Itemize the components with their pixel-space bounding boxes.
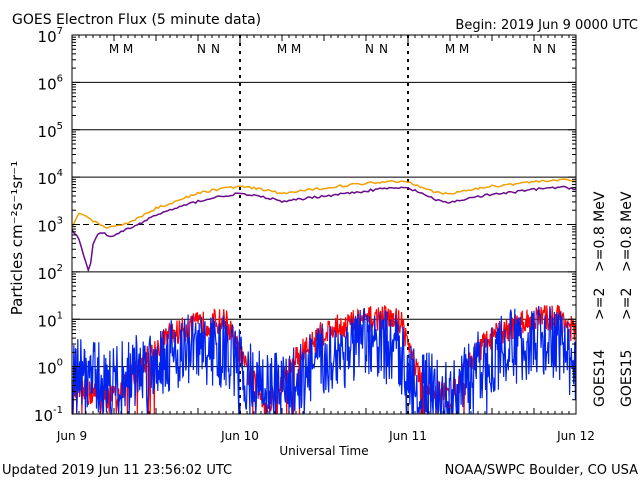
x-axis-ticks: Jun 9 Jun 10 Jun 11 Jun 12: [56, 35, 595, 443]
marker-m: M: [291, 42, 301, 56]
series-line: [71, 178, 577, 230]
y-axis-label: Particles cm⁻²s⁻¹sr⁻¹: [8, 161, 26, 315]
x-tick-label: Jun 11: [388, 429, 427, 443]
chart-title: GOES Electron Flux (5 minute data): [12, 12, 261, 28]
gridlines: [72, 81, 576, 368]
y-tick-label: 102: [38, 263, 63, 283]
right-legend: GOES14 GOES15 >=2 >=2 >=0.8 MeV >=0.8 Me…: [592, 191, 635, 407]
x-tick-label: Jun 10: [220, 429, 259, 443]
marker-m: M: [445, 42, 455, 56]
series-line: [71, 306, 577, 415]
updated-timestamp: Updated 2019 Jun 11 23:56:02 UTC: [2, 463, 232, 478]
legend-goes15-2mev: >=2: [619, 288, 635, 320]
series-line: [71, 185, 577, 273]
x-tick-label: Jun 12: [556, 429, 595, 443]
begin-time: Begin: 2019 Jun 9 0000 UTC: [455, 18, 638, 33]
x-tick-label: Jun 9: [56, 429, 87, 443]
y-tick-label: 107: [38, 26, 63, 46]
marker-n: N: [211, 42, 220, 56]
series-layer: [71, 178, 577, 415]
y-tick-label: 103: [38, 216, 63, 236]
marker-m: M: [109, 42, 119, 56]
y-tick-label: 104: [38, 168, 63, 188]
marker-n: N: [533, 42, 542, 56]
y-tick-label: 101: [38, 310, 63, 330]
source-credit: NOAA/SWPC Boulder, CO USA: [445, 463, 638, 478]
legend-goes14: GOES14: [592, 349, 608, 407]
y-axis-ticks: 10-1 100 101 102 103 104 105 106 107: [34, 26, 576, 425]
marker-m: M: [277, 42, 287, 56]
legend-goes14-08mev: >=0.8 MeV: [592, 191, 608, 272]
legend-goes15: GOES15: [619, 350, 635, 407]
y-tick-label: 100: [38, 358, 63, 378]
legend-goes15-08mev: >=0.8 MeV: [619, 191, 635, 272]
x-axis-label: Universal Time: [279, 444, 368, 458]
marker-n: N: [379, 42, 388, 56]
marker-n: N: [197, 42, 206, 56]
y-tick-label: 10-1: [34, 405, 63, 425]
marker-n: N: [365, 42, 374, 56]
marker-n: N: [547, 42, 556, 56]
y-tick-label: 105: [38, 121, 63, 141]
legend-goes14-2mev: >=2: [592, 288, 608, 320]
marker-m: M: [459, 42, 469, 56]
y-tick-label: 106: [38, 73, 63, 93]
marker-m: M: [123, 42, 133, 56]
